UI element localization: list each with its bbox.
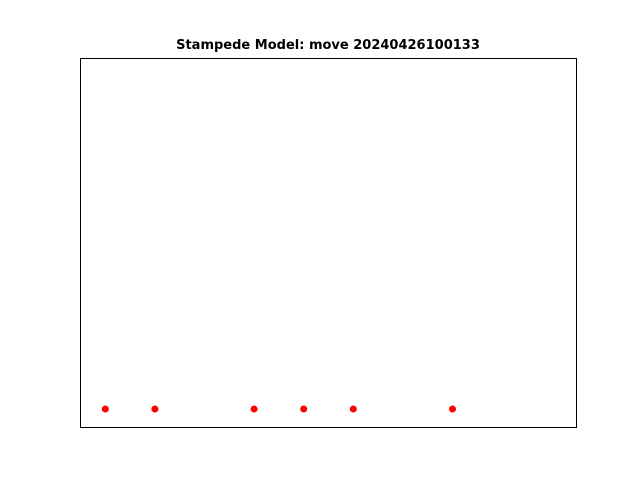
data-point: [449, 405, 456, 413]
data-point: [101, 405, 109, 413]
data-point: [349, 405, 357, 413]
plot-area-frame: [80, 58, 577, 428]
data-point: [300, 405, 308, 413]
data-point: [250, 405, 258, 413]
data-points: [101, 405, 456, 413]
chart-title: Stampede Model: move 20240426100133: [176, 38, 480, 53]
data-point: [151, 405, 159, 413]
